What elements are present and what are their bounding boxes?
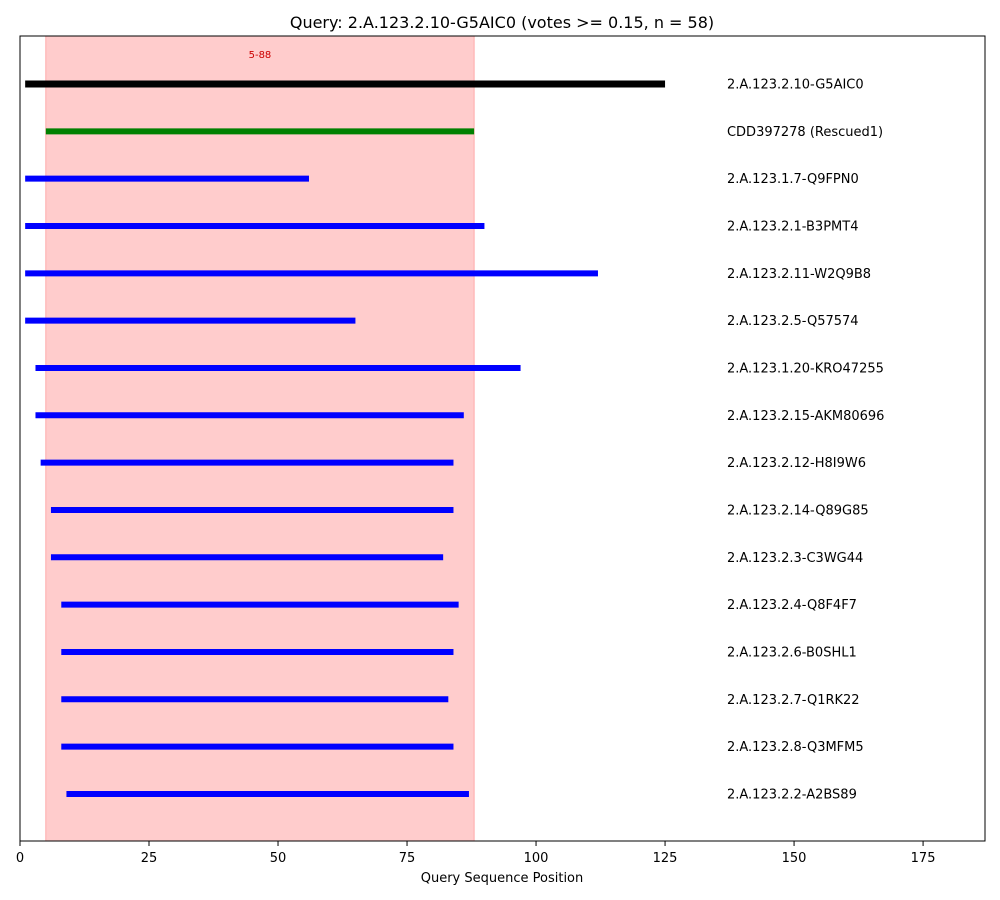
chart-title: Query: 2.A.123.2.10-G5AIC0 (votes >= 0.1…: [290, 13, 714, 32]
highlight-region-layer: 5-88: [45, 35, 475, 842]
x-tick-label-100: 100: [524, 851, 549, 866]
plot-frame: [19, 35, 986, 842]
x-tick-label-25: 25: [141, 851, 158, 866]
row-label-11: 2.A.123.2.3-C3WG44: [727, 551, 863, 566]
x-axis: 0 25 50 75 100 125 150 175: [16, 841, 936, 866]
highlight-region: [45, 35, 475, 842]
x-tick-label-125: 125: [653, 851, 678, 866]
row-label-2: CDD397278 (Rescued1): [727, 125, 883, 140]
row-label-5: 2.A.123.2.11-W2Q9B8: [727, 267, 871, 282]
x-tick-label-150: 150: [782, 851, 807, 866]
x-tick-label-75: 75: [399, 851, 416, 866]
row-labels-layer: 2.A.123.2.10-G5AIC0 CDD397278 (Rescued1) 2…: [727, 78, 885, 803]
row-label-16: 2.A.123.2.2-A2BS89: [727, 787, 857, 802]
x-tick-label-175: 175: [911, 851, 936, 866]
row-label-1: 2.A.123.2.10-G5AIC0: [727, 78, 864, 93]
row-label-7: 2.A.123.1.20-KRO47255: [727, 361, 884, 376]
highlight-region-label: 5-88: [249, 50, 272, 61]
row-label-3: 2.A.123.1.7-Q9FPN0: [727, 172, 859, 187]
row-label-13: 2.A.123.2.6-B0SHL1: [727, 645, 857, 660]
row-label-15: 2.A.123.2.8-Q3MFM5: [727, 740, 864, 755]
row-label-10: 2.A.123.2.14-Q89G85: [727, 503, 869, 518]
row-label-12: 2.A.123.2.4-Q8F4F7: [727, 598, 857, 613]
row-label-4: 2.A.123.2.1-B3PMT4: [727, 219, 859, 234]
x-axis-label: Query Sequence Position: [421, 871, 584, 886]
row-label-8: 2.A.123.2.15-AKM80696: [727, 409, 885, 424]
range-bars-layer: [25, 80, 666, 797]
row-label-14: 2.A.123.2.7-Q1RK22: [727, 693, 860, 708]
x-tick-label-0: 0: [16, 851, 24, 866]
x-tick-label-50: 50: [270, 851, 287, 866]
row-label-6: 2.A.123.2.5-Q57574: [727, 314, 859, 329]
row-label-9: 2.A.123.2.12-H8I9W6: [727, 456, 866, 471]
